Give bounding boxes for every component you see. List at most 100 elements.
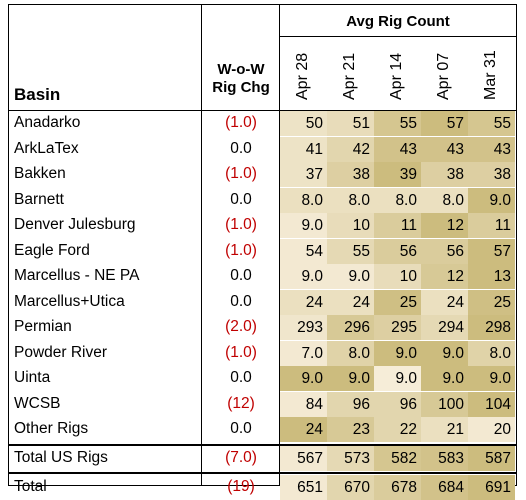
rig-count-cell: 582 (374, 445, 421, 471)
rig-count-cell: 294 (421, 315, 468, 340)
rig-count-cell: 24 (421, 289, 468, 315)
rig-count-cell: 38 (327, 162, 374, 187)
basin-name: Eagle Ford (14, 241, 90, 259)
rig-count-cell: 57 (468, 238, 515, 264)
basin-name: Total US Rigs (14, 448, 108, 466)
rig-count-cell: 23 (327, 417, 374, 442)
rig-count-cell: 678 (374, 475, 421, 500)
rig-count-cell: 11 (468, 213, 515, 238)
rig-count-cell: 37 (280, 162, 327, 187)
rig-count-cell: 691 (468, 475, 515, 500)
table-row: Denver Julesburg (1.0) 9.0 10 11 12 11 (9, 213, 516, 238)
wow-change: (19) (227, 478, 255, 495)
rig-count-cell: 8.0 (327, 340, 374, 366)
table-row: Barnett 0.0 8.0 8.0 8.0 8.0 9.0 (9, 187, 516, 213)
rig-count-cell: 9.0 (327, 264, 374, 289)
table-row: Uinta 0.0 9.0 9.0 9.0 9.0 9.0 (9, 366, 516, 391)
rig-count-cell: 7.0 (280, 340, 327, 366)
rig-count-cell: 298 (468, 315, 515, 340)
rig-count-cell: 8.0 (280, 187, 327, 213)
rig-count-cell: 43 (468, 136, 515, 162)
rig-count-cell: 41 (280, 136, 327, 162)
rig-count-cell: 9.0 (374, 340, 421, 366)
basin-name: Marcellus+Utica (14, 292, 125, 310)
table-row: Eagle Ford (1.0) 54 55 56 56 57 (9, 238, 516, 264)
rig-count-cell: 39 (374, 162, 421, 187)
wow-change: (7.0) (225, 448, 257, 466)
rig-count-cell: 84 (280, 391, 327, 417)
basin-name: Barnett (14, 190, 64, 208)
total-separator (9, 472, 516, 474)
column-divider-1 (201, 5, 202, 485)
rig-count-cell: 9.0 (374, 366, 421, 391)
rig-count-cell: 573 (327, 445, 374, 471)
date-header: Apr 07 (435, 52, 452, 100)
basin-name: Permian (14, 318, 72, 335)
avg-header-underline (279, 36, 516, 37)
total-row: Total (19) 651 670 678 684 691 (9, 475, 516, 500)
date-header: Apr 14 (388, 52, 405, 100)
basin-name: ArkLaTex (14, 139, 79, 157)
rig-count-cell: 651 (280, 475, 327, 500)
rig-count-cell: 9.0 (421, 340, 468, 366)
rig-count-cell: 9.0 (280, 264, 327, 289)
rig-count-cell: 55 (327, 238, 374, 264)
rig-count-cell: 8.0 (327, 187, 374, 213)
wow-change: 0.0 (230, 369, 252, 386)
rig-count-cell: 295 (374, 315, 421, 340)
rig-count-cell: 96 (374, 391, 421, 417)
basin-name: Anadarko (14, 114, 81, 131)
table-row: Bakken (1.0) 37 38 39 38 38 (9, 162, 516, 187)
rig-count-cell: 10 (374, 264, 421, 289)
rig-count-cell: 43 (421, 136, 468, 162)
rig-count-cell: 8.0 (374, 187, 421, 213)
rig-count-cell: 587 (468, 445, 515, 471)
date-header: Apr 21 (341, 52, 358, 100)
wow-change: (1.0) (225, 165, 257, 182)
rig-count-cell: 12 (421, 264, 468, 289)
rig-count-cell: 56 (374, 238, 421, 264)
rig-count-cell: 20 (468, 417, 515, 442)
wow-header: W-o-W Rig Chg (203, 61, 279, 97)
basin-name: Bakken (14, 165, 66, 182)
rig-count-cell: 55 (468, 111, 515, 136)
rig-count-cell: 567 (280, 445, 327, 471)
rig-count-cell: 38 (468, 162, 515, 187)
rig-count-cell: 96 (327, 391, 374, 417)
avg-rig-count-header: Avg Rig Count (346, 13, 450, 30)
rig-count-cell: 9.0 (468, 366, 515, 391)
table-row: Powder River (1.0) 7.0 8.0 9.0 9.0 8.0 (9, 340, 516, 366)
rig-count-cell: 293 (280, 315, 327, 340)
table-row: Other Rigs 0.0 24 23 22 21 20 (9, 417, 516, 442)
basin-name: WCSB (14, 394, 61, 412)
wow-change: (12) (227, 394, 255, 412)
total-separator (9, 443, 516, 446)
rig-count-cell: 670 (327, 475, 374, 500)
rig-count-cell: 9.0 (327, 366, 374, 391)
date-header: Apr 28 (294, 52, 311, 100)
rig-count-cell: 25 (374, 289, 421, 315)
rig-count-cell: 684 (421, 475, 468, 500)
rig-count-cell: 22 (374, 417, 421, 442)
rig-count-cell: 50 (280, 111, 327, 136)
rig-count-cell: 24 (280, 289, 327, 315)
rig-count-cell: 13 (468, 264, 515, 289)
wow-change: (2.0) (225, 318, 257, 335)
wow-change: 0.0 (230, 139, 252, 157)
table-header: Basin W-o-W Rig Chg Avg Rig Count Apr 28… (9, 5, 518, 111)
basin-header: Basin (14, 85, 61, 104)
basin-name: Uinta (14, 369, 51, 386)
rig-count-cell: 12 (421, 213, 468, 238)
wow-change: 0.0 (230, 292, 252, 310)
table-row: ArkLaTex 0.0 41 42 43 43 43 (9, 136, 516, 162)
wow-change: 0.0 (230, 267, 252, 284)
rig-count-cell: 55 (374, 111, 421, 136)
wow-change: (1.0) (225, 241, 257, 259)
rig-count-cell: 8.0 (421, 187, 468, 213)
table-row: Anadarko (1.0) 50 51 55 57 55 (9, 111, 516, 136)
rig-count-cell: 38 (421, 162, 468, 187)
rig-count-cell: 42 (327, 136, 374, 162)
rig-count-cell: 104 (468, 391, 515, 417)
basin-name: Marcellus - NE PA (14, 267, 140, 284)
rig-count-cell: 24 (280, 417, 327, 442)
